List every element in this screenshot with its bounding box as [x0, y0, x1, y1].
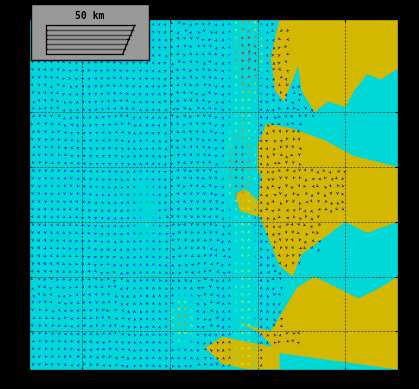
Text: 50 km: 50 km: [75, 11, 105, 21]
